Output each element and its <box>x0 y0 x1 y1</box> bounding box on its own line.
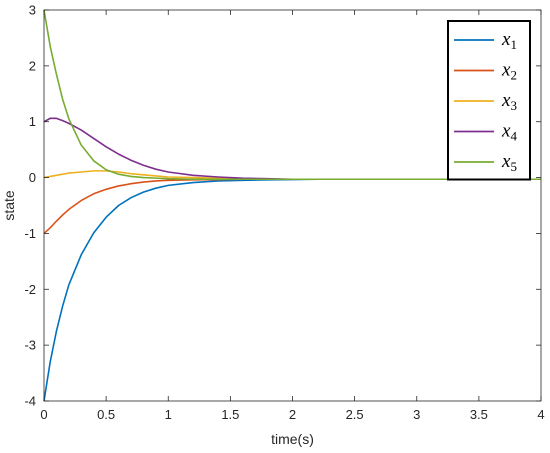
y-tick-label: 1 <box>29 114 36 129</box>
x-tick-label: 3 <box>413 407 420 422</box>
legend-label-x1: x1 <box>501 29 517 52</box>
x-tick-label: 0.5 <box>97 407 115 422</box>
y-tick-label: 2 <box>29 58 36 73</box>
y-axis-label: state <box>1 190 17 221</box>
legend-label-x2: x2 <box>501 60 517 83</box>
x-tick-label: 2 <box>289 407 296 422</box>
x-tick-label: 3.5 <box>470 407 488 422</box>
x-tick-label: 1.5 <box>221 407 239 422</box>
y-tick-label: -4 <box>24 394 36 409</box>
legend-label-x4: x4 <box>501 121 517 144</box>
x-tick-label: 1 <box>165 407 172 422</box>
x-axis-label: time(s) <box>271 431 314 447</box>
y-tick-label: -1 <box>24 226 36 241</box>
legend-label-x3: x3 <box>501 90 517 113</box>
plot-area: 0 0.5 1 1.5 2 2.5 3 3.5 4 -4 -3 -2 -1 0 1 2 3 <box>24 3 544 423</box>
y-tick-label: 3 <box>29 3 36 18</box>
tick-layer: 0 0.5 1 1.5 2 2.5 3 3.5 4 -4 -3 -2 -1 0 1 2 3 <box>24 3 544 423</box>
series-line-x5 <box>43 9 541 181</box>
legend: x1 x2 x3 x4 x5 <box>447 20 531 181</box>
x-tick-label: 2.5 <box>346 407 364 422</box>
legend-label-x5: x5 <box>501 151 517 174</box>
y-tick-label: 0 <box>29 170 36 185</box>
y-tick-label: -2 <box>24 282 36 297</box>
y-tick-label: -3 <box>24 338 36 353</box>
x-tick-label: 0 <box>40 407 47 422</box>
x-tick-label: 4 <box>537 407 544 422</box>
series-layer <box>43 9 541 402</box>
